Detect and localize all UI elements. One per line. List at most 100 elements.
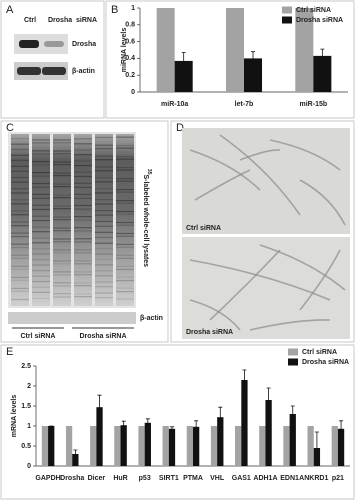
- gel-band: [116, 279, 134, 282]
- bar: [168, 428, 176, 466]
- x-tick-label: p21: [332, 475, 344, 482]
- gel-band: [11, 287, 29, 290]
- gel-band: [11, 268, 29, 270]
- gel-band: [11, 165, 29, 168]
- gel-band: [53, 142, 71, 144]
- gel-background: [8, 132, 136, 308]
- bar: [114, 426, 121, 466]
- gel-band: [53, 238, 71, 240]
- gel: [8, 132, 136, 321]
- gel-band: [95, 225, 113, 227]
- gel-band: [95, 188, 113, 190]
- panel-letter: C: [6, 122, 14, 134]
- gel-band: [116, 188, 134, 191]
- gel-band: [11, 254, 29, 256]
- cell: [239, 149, 281, 161]
- gel-band: [53, 296, 71, 298]
- gel-band: [11, 203, 29, 205]
- gel-band: [74, 249, 92, 251]
- panel-letter: B: [111, 4, 118, 16]
- gel-band: [32, 270, 50, 272]
- label-text: S-labeled whole-cell lysates: [142, 174, 149, 267]
- y-tick-label: 0.8: [125, 22, 135, 29]
- band-label: β-actin: [72, 68, 95, 75]
- gel-band: [74, 182, 92, 184]
- gel-band: [95, 247, 113, 250]
- x-tick-label: GAS1: [232, 475, 251, 482]
- gel-band: [95, 181, 113, 183]
- gel-band: [74, 227, 92, 229]
- bar: [186, 426, 193, 466]
- gel-band: [74, 285, 92, 287]
- band: [17, 67, 41, 75]
- legend-swatch: [288, 358, 298, 366]
- bar: [138, 426, 145, 466]
- x-tick-label: EDN1: [280, 475, 299, 482]
- gel-band: [53, 161, 71, 163]
- x-tick-label: HuR: [113, 475, 127, 482]
- gel-band: [11, 159, 29, 161]
- gel-lane: [32, 134, 50, 306]
- gel-band: [116, 144, 134, 147]
- gel-band: [11, 176, 29, 179]
- gel-band: [11, 225, 29, 227]
- error-bar: [97, 394, 102, 420]
- micrograph: [182, 128, 350, 234]
- gel-band: [53, 175, 71, 177]
- bar: [72, 454, 79, 466]
- gel-band: [32, 264, 50, 266]
- gel-band: [95, 170, 113, 172]
- bar: [41, 426, 49, 466]
- bar: [217, 417, 224, 466]
- gel-band: [53, 274, 71, 276]
- gel-band: [116, 298, 134, 300]
- gel-band: [32, 215, 50, 217]
- gel-band: [32, 182, 50, 185]
- gel-band: [32, 204, 50, 206]
- panel-letter: E: [6, 346, 13, 358]
- panel-frame: [0, 344, 355, 500]
- gel-band: [32, 253, 50, 255]
- y-tick-label: 0: [27, 463, 31, 470]
- y-tick-label: 1: [27, 423, 31, 430]
- band: [42, 67, 66, 75]
- gel-band: [74, 160, 92, 162]
- error-bar: [320, 48, 325, 63]
- panel-frame: [0, 0, 105, 119]
- legend-label: Ctrl siRNA: [296, 7, 331, 14]
- gel-band: [32, 161, 50, 163]
- gel-band: [74, 238, 92, 240]
- panel-letter: D: [176, 122, 184, 134]
- superscript: 35: [146, 169, 152, 175]
- gel-band: [95, 259, 113, 261]
- gel-band: [53, 139, 71, 141]
- bar: [295, 8, 314, 92]
- bar: [241, 380, 248, 466]
- gel-band: [53, 282, 71, 284]
- gel-band: [53, 260, 71, 262]
- cell: [259, 244, 346, 291]
- gel-band: [74, 154, 92, 156]
- gel-band: [53, 164, 71, 166]
- gel-band: [116, 224, 134, 226]
- gel-band: [116, 243, 134, 246]
- gel-band: [74, 138, 92, 140]
- gel-band: [74, 282, 92, 284]
- gel-band: [11, 138, 29, 140]
- gel-band: [116, 246, 134, 248]
- x-tick-label: miR-15b: [300, 101, 328, 108]
- gel-band: [53, 271, 71, 273]
- cell: [189, 149, 261, 191]
- gel-band: [11, 192, 29, 194]
- bar: [289, 414, 296, 466]
- error-bar: [121, 420, 126, 430]
- gel-band: [95, 144, 113, 146]
- gel-band: [32, 297, 50, 300]
- lane-label: siRNA: [76, 17, 97, 24]
- gel-band: [11, 214, 29, 216]
- x-tick-label: ADH1A: [253, 475, 277, 482]
- gel-band: [11, 276, 29, 278]
- gel-band: [53, 208, 71, 210]
- gel-band: [95, 270, 113, 272]
